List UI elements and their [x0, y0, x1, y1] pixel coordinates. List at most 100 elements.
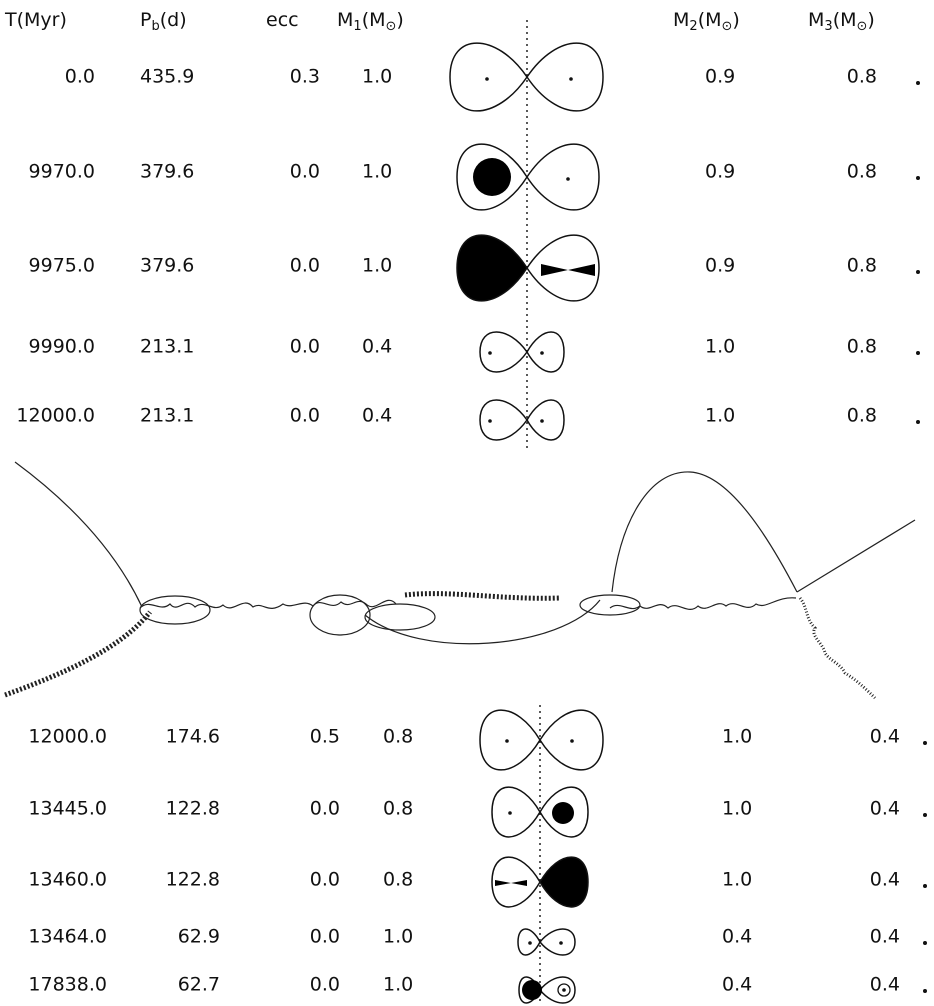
roche-lobe — [456, 234, 528, 302]
cell: 1.0 — [705, 405, 735, 427]
trajectory — [4, 461, 916, 700]
column-header: M1(M⊙) — [337, 9, 404, 34]
cell: 0.0 — [290, 405, 320, 427]
roche-lobe — [518, 976, 541, 1004]
star — [566, 177, 570, 181]
orbit-arc — [364, 599, 601, 645]
cell: 0.0 — [310, 974, 340, 996]
cell: 0.9 — [705, 66, 735, 88]
cell: 0.4 — [870, 926, 900, 948]
row-dot — [923, 989, 927, 993]
header-part: ⊙ — [722, 19, 733, 34]
column-header: T(Myr) — [4, 9, 67, 31]
header-part: (M — [698, 9, 722, 31]
cell: 1.0 — [722, 869, 752, 891]
cell: 0.8 — [383, 726, 413, 748]
roche-lobe — [539, 976, 576, 1004]
cell: 0.8 — [383, 798, 413, 820]
star — [488, 419, 492, 423]
cell: 12000.0 — [28, 726, 107, 748]
header-part: (M — [362, 9, 386, 31]
roche-lobe — [526, 399, 565, 441]
column-header: M3(M⊙) — [808, 9, 875, 34]
cell: 0.3 — [290, 66, 320, 88]
row-dot — [923, 884, 927, 888]
cell: 0.8 — [847, 405, 877, 427]
cell: 0.8 — [847, 66, 877, 88]
loop — [309, 594, 371, 636]
header-part: ⊙ — [857, 19, 868, 34]
star — [540, 419, 544, 423]
cell: 0.0 — [290, 161, 320, 183]
row-dot — [916, 176, 920, 180]
cell: 0.4 — [870, 798, 900, 820]
header-part: b — [151, 19, 159, 34]
cell: 1.0 — [722, 798, 752, 820]
row-dot — [923, 941, 927, 945]
header-part: ecc — [266, 9, 299, 31]
disk — [495, 880, 527, 886]
cell: 122.8 — [166, 869, 220, 891]
cell: 0.5 — [310, 726, 340, 748]
cell: 122.8 — [166, 798, 220, 820]
cell: 0.9 — [705, 255, 735, 277]
spiral-track — [4, 610, 152, 698]
cell: 435.9 — [140, 66, 194, 88]
star — [569, 77, 573, 81]
star — [485, 77, 489, 81]
row-dot — [923, 813, 927, 817]
header-part: M — [337, 9, 353, 31]
column-header: ecc — [266, 9, 299, 31]
cell: 0.4 — [870, 974, 900, 996]
star — [508, 811, 512, 815]
wiggle-track — [139, 599, 397, 609]
roche-lobe — [526, 331, 565, 373]
cell: 9970.0 — [29, 161, 95, 183]
header-part: (M — [833, 9, 857, 31]
cell: 0.0 — [310, 926, 340, 948]
header-part: M — [673, 9, 689, 31]
cell: 1.0 — [722, 726, 752, 748]
header-part: T(Myr) — [4, 9, 67, 31]
orbit-arc — [14, 461, 143, 608]
cell: 1.0 — [362, 255, 392, 277]
column-header: M2(M⊙) — [673, 9, 740, 34]
cell: 13460.0 — [28, 869, 107, 891]
loop — [139, 595, 211, 625]
cell: 17838.0 — [28, 974, 107, 996]
roche-lobe — [526, 42, 604, 112]
roche-lobe — [479, 709, 541, 771]
wiggle-track — [609, 597, 797, 611]
cell: 62.9 — [178, 926, 220, 948]
spiral-track — [404, 591, 561, 601]
cell: 174.6 — [166, 726, 220, 748]
orbit-arc — [611, 471, 798, 593]
header-part: ⊙ — [386, 19, 397, 34]
star — [552, 802, 574, 824]
disk — [541, 264, 595, 276]
star — [488, 351, 492, 355]
cell: 13464.0 — [28, 926, 107, 948]
header-part: 1 — [353, 19, 361, 34]
cell: 1.0 — [362, 66, 392, 88]
roche-lobe — [449, 42, 528, 112]
roche-lobe — [479, 399, 528, 441]
cell: 0.0 — [310, 869, 340, 891]
cell: 0.4 — [722, 974, 752, 996]
cell: 0.0 — [290, 255, 320, 277]
cell: 1.0 — [383, 926, 413, 948]
star — [559, 941, 563, 945]
row-dot — [916, 270, 920, 274]
cell: 0.0 — [310, 798, 340, 820]
loop — [364, 603, 436, 631]
roche-lobe — [539, 709, 604, 771]
cell: 1.0 — [362, 161, 392, 183]
cell: 379.6 — [140, 255, 194, 277]
roche-lobe — [517, 928, 541, 956]
cell: 0.4 — [722, 926, 752, 948]
star — [505, 739, 509, 743]
star — [562, 988, 566, 992]
cell: 0.8 — [383, 869, 413, 891]
cell: 0.8 — [847, 255, 877, 277]
header-part: ) — [867, 9, 874, 31]
